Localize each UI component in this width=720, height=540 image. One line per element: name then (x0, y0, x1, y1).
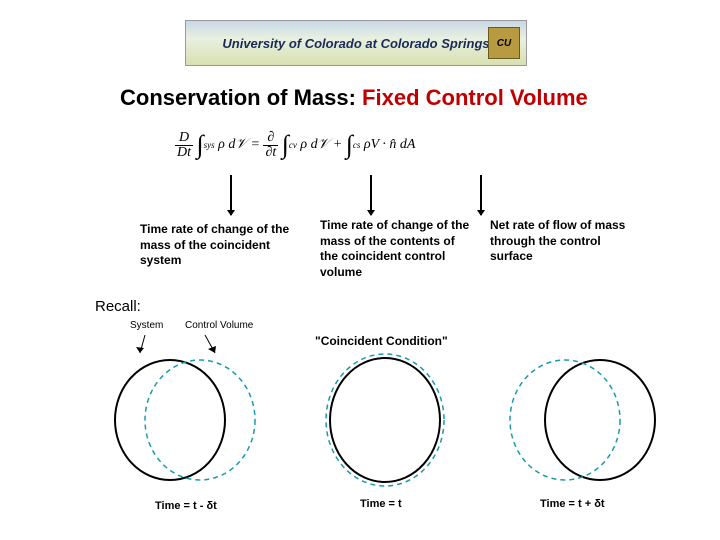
arrow-left (230, 175, 232, 215)
diagram-t-minus (105, 335, 270, 490)
title-red: Fixed Control Volume (362, 85, 588, 110)
label-c: Net rate of flow of mass through the con… (490, 218, 630, 265)
time-label-2: Time = t (360, 498, 402, 510)
diagram-t-plus (500, 350, 665, 490)
diagram-t (315, 350, 455, 490)
recall-label: Recall: (95, 298, 141, 315)
system-label: System (130, 320, 163, 331)
cv-label: Control Volume (185, 320, 253, 331)
title-black: Conservation of Mass: (120, 85, 362, 110)
arrow-right (480, 175, 482, 215)
banner-logo: CU (488, 27, 520, 59)
time-label-3: Time = t + δt (540, 498, 605, 510)
coincident-label: "Coincident Condition" (315, 334, 448, 348)
arrow-mid (370, 175, 372, 215)
banner-text: University of Colorado at Colorado Sprin… (222, 36, 489, 51)
main-equation: DDt ∫sys ρ d𝒱 = ∂∂t ∫cv ρ d𝒱 + ∫cs ρV · … (175, 130, 415, 160)
university-banner: University of Colorado at Colorado Sprin… (185, 20, 527, 66)
label-b: Time rate of change of the mass of the c… (320, 218, 475, 280)
label-a: Time rate of change of the mass of the c… (140, 222, 290, 269)
time-label-1: Time = t - δt (155, 500, 217, 512)
slide-title: Conservation of Mass: Fixed Control Volu… (120, 85, 588, 111)
